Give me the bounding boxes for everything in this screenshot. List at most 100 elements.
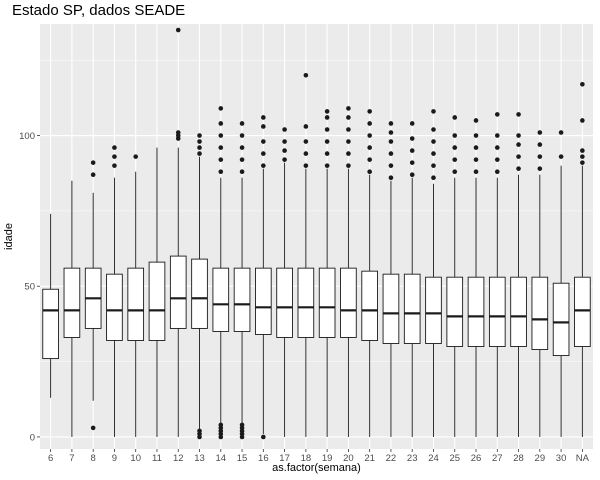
box-week-10 <box>127 154 145 437</box>
box-week-13 <box>191 133 208 440</box>
outlier-point <box>431 109 436 114</box>
outlier-point <box>197 151 202 156</box>
x-tick-label: 9 <box>112 453 117 464</box>
box-week-29 <box>531 130 549 437</box>
box-iqr <box>361 270 378 341</box>
box-week-22 <box>382 121 400 437</box>
outlier-point <box>431 151 436 156</box>
box-week-28 <box>510 112 527 437</box>
outlier-point <box>282 148 287 153</box>
box-week-9 <box>106 145 123 437</box>
outlier-point <box>367 133 372 138</box>
outlier-point <box>409 136 415 141</box>
outlier-point <box>282 139 287 144</box>
outlier-point <box>239 133 245 138</box>
outlier-point <box>558 130 564 135</box>
box-iqr <box>106 273 123 341</box>
outlier-point <box>324 109 330 114</box>
x-tick-label: 18 <box>301 453 312 464</box>
outlier-point <box>261 124 266 129</box>
x-tick-label: 25 <box>449 453 460 464</box>
outlier-point <box>580 154 585 159</box>
outlier-point <box>261 139 266 144</box>
outlier-point <box>239 121 245 126</box>
x-tick-label: 17 <box>279 453 290 464</box>
outlier-point <box>367 145 372 150</box>
box-week-12 <box>169 27 187 437</box>
box-iqr <box>127 267 145 341</box>
x-tick-label: 11 <box>152 453 162 464</box>
box-iqr <box>297 267 315 338</box>
box-week-14 <box>212 106 230 440</box>
outlier-point <box>282 127 287 132</box>
outlier-point <box>324 115 330 120</box>
outlier-point <box>239 145 245 150</box>
box-week-26 <box>467 118 485 437</box>
x-tick-label: 28 <box>513 453 524 464</box>
x-tick-label: 20 <box>343 453 354 464</box>
box-iqr <box>255 267 272 335</box>
outlier-point <box>90 172 96 178</box>
outlier-point <box>494 169 500 174</box>
box-week-27 <box>488 112 506 437</box>
box-week-30 <box>552 130 570 437</box>
box-iqr <box>531 276 549 350</box>
x-tick-label: 22 <box>386 453 397 464</box>
outlier-point <box>197 428 202 434</box>
outlier-point <box>388 151 394 156</box>
outlier-point <box>473 157 479 162</box>
box-week-25 <box>446 115 464 437</box>
outlier-point <box>537 154 543 159</box>
y-axis-title: idade <box>3 223 15 250</box>
outlier-point <box>473 118 479 123</box>
outlier-point <box>261 151 266 156</box>
outlier-point <box>218 106 224 111</box>
outlier-point <box>112 145 117 150</box>
outlier-point <box>324 163 330 168</box>
outlier-point <box>537 166 543 171</box>
box-iqr <box>552 282 570 357</box>
x-axis-title: as.factor(semana) <box>272 462 361 474</box>
outlier-point <box>282 157 287 162</box>
outlier-point <box>452 145 458 150</box>
box-week-23 <box>403 121 421 437</box>
box-week-19 <box>318 109 336 437</box>
box-iqr <box>42 288 59 360</box>
box-iqr <box>233 267 251 332</box>
outlier-point <box>218 133 224 138</box>
outlier-point <box>516 142 521 147</box>
outlier-point <box>218 422 224 428</box>
outlier-point <box>558 154 564 159</box>
outlier-point <box>367 169 372 174</box>
x-tick-label: 19 <box>322 453 333 464</box>
outlier-point <box>516 133 521 138</box>
x-tick-label: 16 <box>258 453 269 464</box>
x-tick-label: 15 <box>237 453 248 464</box>
x-tick-label: 7 <box>69 453 74 464</box>
outlier-point <box>175 130 181 135</box>
outlier-point <box>218 145 224 150</box>
axis-ticks: 0 50 100 6 7 8 9 10 11 12 13 14 15 16 17 18 19 20 21 22 23 24… <box>19 131 589 464</box>
box-iqr <box>191 258 208 329</box>
x-tick-label: 27 <box>492 453 503 464</box>
y-tick-label: 0 <box>30 432 35 443</box>
box-iqr <box>276 267 293 338</box>
box-iqr <box>212 267 230 332</box>
outlier-point <box>346 106 351 111</box>
outlier-point <box>239 169 245 174</box>
outlier-point <box>112 154 117 159</box>
outlier-point <box>346 127 351 132</box>
outlier-point <box>409 172 415 178</box>
box-week-8 <box>84 160 102 431</box>
y-tick-label: 50 <box>24 282 35 293</box>
outlier-point <box>473 169 479 174</box>
box-iqr <box>318 267 336 338</box>
outlier-point <box>346 115 351 120</box>
box-iqr <box>574 276 591 347</box>
plot-panel <box>40 24 593 449</box>
outlier-point <box>473 145 479 150</box>
outlier-point <box>388 121 394 126</box>
x-tick-label: 24 <box>428 453 439 464</box>
box-week-6 <box>42 213 59 398</box>
